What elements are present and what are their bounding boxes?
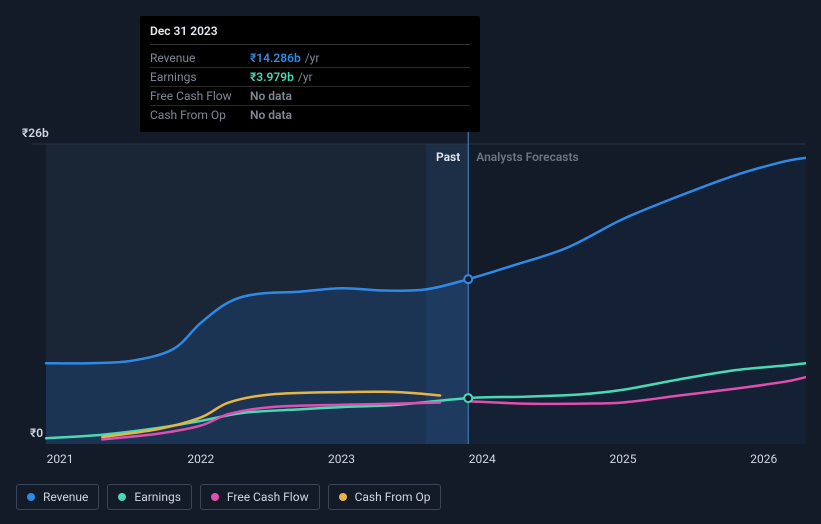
legend-label: Cash From Op xyxy=(355,490,431,504)
y-axis-top-label: ₹26b xyxy=(22,126,49,140)
tooltip-row: Revenue₹14.286b/yr xyxy=(150,49,470,68)
tooltip-row: Cash From OpNo data xyxy=(150,106,470,124)
x-tick-label: 2023 xyxy=(328,452,355,466)
y-axis-bottom-label: ₹0 xyxy=(30,426,43,440)
x-tick-label: 2024 xyxy=(469,452,496,466)
tooltip-key: Revenue xyxy=(150,51,250,65)
chart-tooltip: Dec 31 2023 Revenue₹14.286b/yrEarnings₹3… xyxy=(140,16,480,132)
legend-item[interactable]: Cash From Op xyxy=(328,484,442,510)
forecast-label: Analysts Forecasts xyxy=(476,150,578,164)
legend-dot xyxy=(339,493,347,501)
tooltip-value: No data xyxy=(250,89,292,103)
tooltip-key: Free Cash Flow xyxy=(150,89,250,103)
past-label: Past xyxy=(436,150,460,164)
x-tick-label: 2021 xyxy=(47,452,74,466)
tooltip-row: Free Cash FlowNo data xyxy=(150,87,470,106)
tooltip-unit: /yr xyxy=(298,70,313,84)
x-tick-label: 2026 xyxy=(750,452,777,466)
tooltip-value: ₹14.286b xyxy=(250,51,301,65)
x-tick-label: 2022 xyxy=(187,452,214,466)
legend-item[interactable]: Free Cash Flow xyxy=(200,484,320,510)
tooltip-value: ₹3.979b xyxy=(250,70,294,84)
tooltip-rows: Revenue₹14.286b/yrEarnings₹3.979b/yrFree… xyxy=(150,49,470,124)
legend-label: Revenue xyxy=(43,490,88,504)
tooltip-unit: /yr xyxy=(305,51,320,65)
tooltip-row: Earnings₹3.979b/yr xyxy=(150,68,470,87)
x-tick-label: 2025 xyxy=(610,452,637,466)
forecast-label-wrap: Analysts Forecasts xyxy=(476,150,578,164)
legend-item[interactable]: Revenue xyxy=(16,484,99,510)
tooltip-value: No data xyxy=(250,108,292,122)
tooltip-title: Dec 31 2023 xyxy=(150,24,470,45)
legend-label: Earnings xyxy=(134,490,181,504)
legend-dot xyxy=(118,493,126,501)
legend-dot xyxy=(211,493,219,501)
tooltip-key: Earnings xyxy=(150,70,250,84)
legend-dot xyxy=(27,493,35,501)
chart-legend: Revenue Earnings Free Cash Flow Cash From O… xyxy=(16,484,441,510)
legend-item[interactable]: Earnings xyxy=(107,484,192,510)
legend-label: Free Cash Flow xyxy=(227,490,309,504)
tooltip-key: Cash From Op xyxy=(150,108,250,122)
